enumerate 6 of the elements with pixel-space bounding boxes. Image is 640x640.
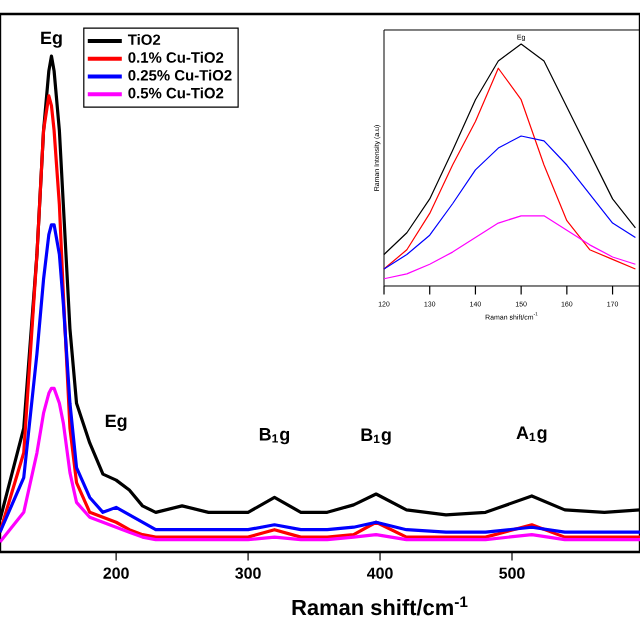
x-axis-title: Raman shift/cm$^{-1}$ — [292, 596, 468, 616]
annotation: Eg — [105, 414, 127, 431]
annotation: A$_{1}$g — [516, 426, 547, 443]
annotation: Eg — [41, 31, 62, 48]
annotation: B$_{1}$g — [259, 428, 290, 445]
annotation: B$_{1}$g — [361, 428, 391, 445]
